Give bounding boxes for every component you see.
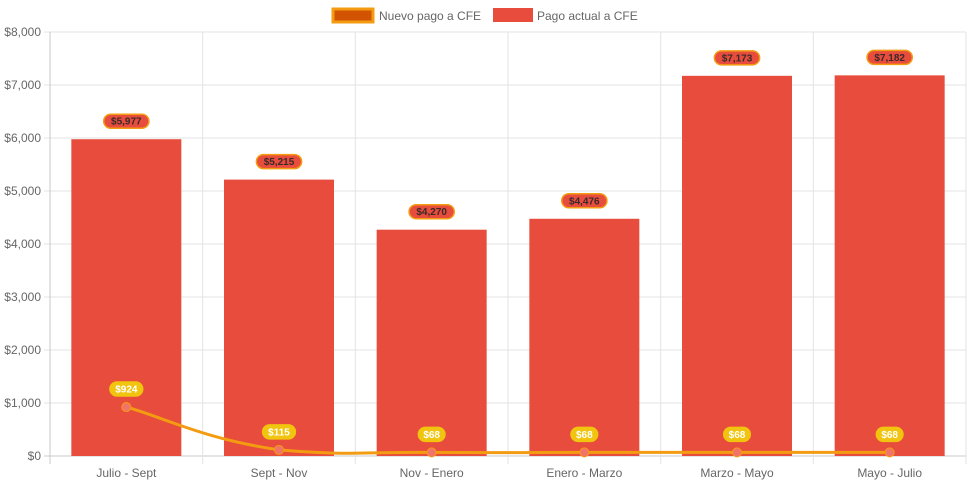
- line-point: [274, 444, 284, 455]
- x-tick-label: Enero - Marzo: [546, 466, 622, 480]
- y-tick-label: $7,000: [4, 78, 41, 92]
- y-tick-label: $1,000: [4, 396, 41, 410]
- line-data-label-bg: [875, 426, 904, 443]
- bar-data-label: $7,173: [722, 53, 753, 64]
- line-data-label: $68: [423, 430, 440, 441]
- x-tick-label: Nov - Enero: [400, 466, 464, 480]
- y-tick-label: $2,000: [4, 343, 41, 357]
- bar-data-label-bg: [713, 50, 761, 66]
- legend-label-actual: Pago actual a CFE: [537, 9, 638, 23]
- y-tick-label: $0: [28, 449, 42, 463]
- line-point: [121, 402, 132, 413]
- x-tick-label: Mayo - Julio: [857, 466, 922, 480]
- bar-data-label: $7,182: [874, 53, 905, 64]
- legend-swatch-nuevo: [331, 7, 375, 24]
- line-data-label-bg: [109, 381, 144, 397]
- bar: [529, 218, 640, 456]
- line-data-label-bg: [417, 426, 446, 443]
- bar-data-label: $4,270: [416, 207, 447, 218]
- bar-data-label-bg: [408, 203, 456, 220]
- line-point: [732, 447, 742, 458]
- line-point: [579, 447, 590, 458]
- x-tick-label: Marzo - Mayo: [700, 466, 774, 480]
- bar-data-label: $4,476: [569, 196, 600, 207]
- y-tick-label: $4,000: [4, 237, 41, 251]
- line-data-label-bg: [570, 426, 599, 443]
- bar-data-label: $5,977: [111, 117, 142, 128]
- bar: [376, 229, 487, 456]
- line-data-label: $68: [576, 430, 593, 441]
- bar: [834, 75, 945, 456]
- line-data-label: $924: [115, 385, 138, 396]
- bar-data-label-bg: [102, 113, 150, 129]
- legend-swatch-actual: [493, 8, 533, 22]
- x-tick-label: Julio - Sept: [96, 466, 157, 480]
- y-tick-label: $6,000: [4, 131, 41, 145]
- line-point: [884, 447, 895, 458]
- legend-label-nuevo: Nuevo pago a CFE: [379, 9, 481, 23]
- y-tick-label: $5,000: [4, 184, 41, 198]
- bar-data-label: $5,215: [264, 157, 295, 168]
- bar: [682, 75, 792, 457]
- bar: [224, 179, 334, 457]
- bar-data-label-bg: [866, 49, 914, 66]
- y-tick-label: $8,000: [4, 25, 41, 39]
- line-series: [125, 405, 890, 455]
- line-data-label-bg: [261, 424, 297, 440]
- line-data-label: $68: [881, 430, 898, 441]
- line-data-label: $68: [729, 430, 746, 441]
- y-tick-label: $3,000: [4, 290, 41, 304]
- line-point: [426, 447, 437, 458]
- line-data-label: $115: [268, 427, 290, 438]
- x-tick-label: Sept - Nov: [251, 466, 308, 480]
- line-data-label-bg: [722, 426, 752, 443]
- bar-data-label-bg: [255, 153, 303, 170]
- bar-data-label-bg: [560, 193, 608, 209]
